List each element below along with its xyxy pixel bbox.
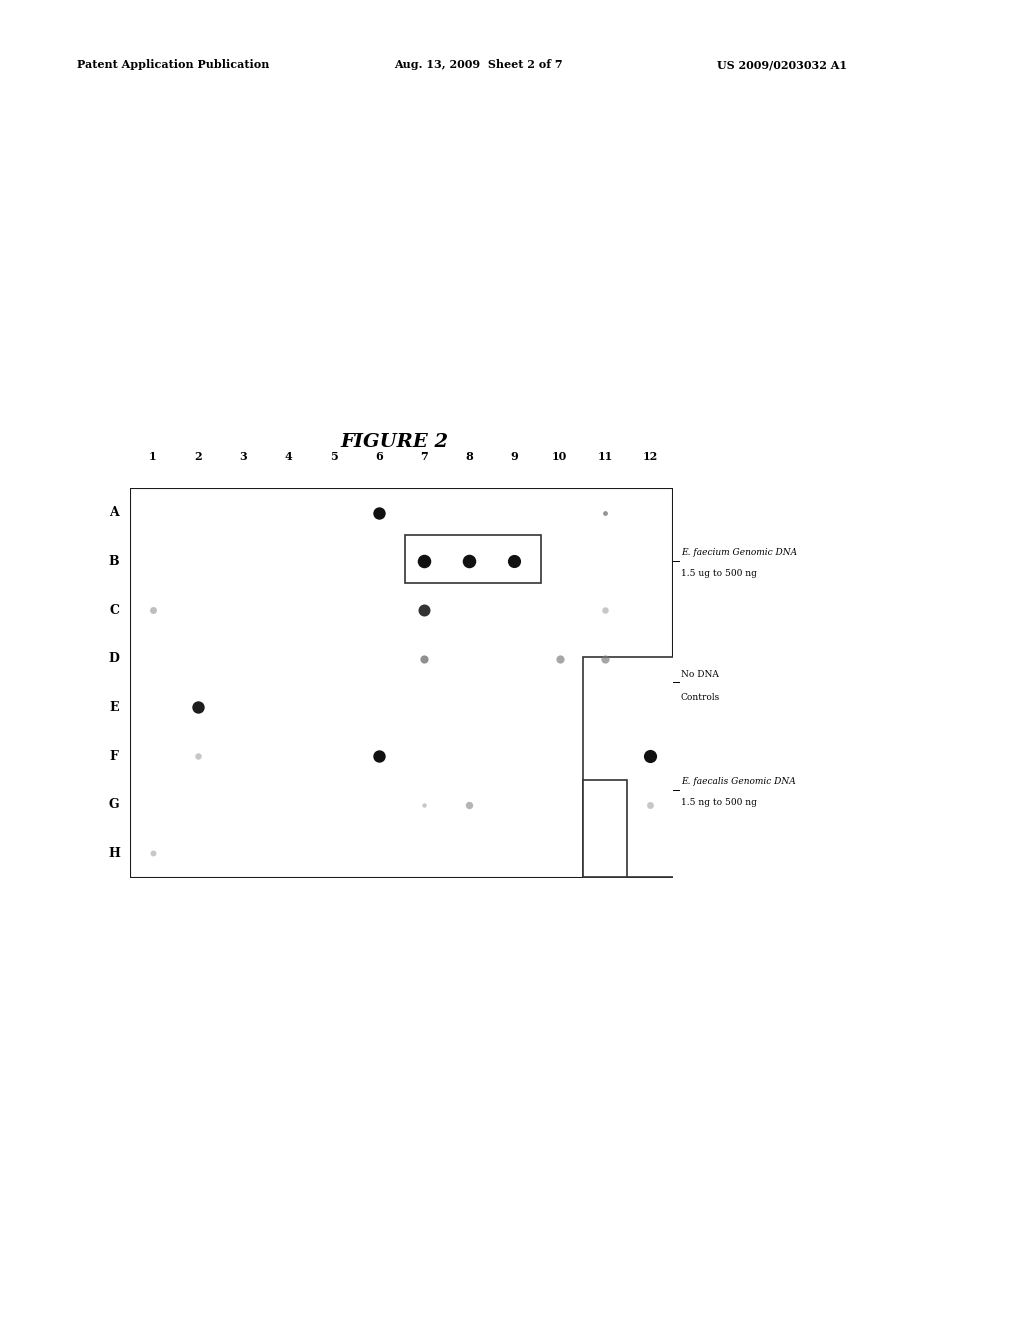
Text: F: F [110, 750, 119, 763]
Point [416, 795, 432, 816]
Text: 3: 3 [240, 450, 247, 462]
Text: Patent Application Publication: Patent Application Publication [77, 59, 269, 70]
Text: Aug. 13, 2009  Sheet 2 of 7: Aug. 13, 2009 Sheet 2 of 7 [394, 59, 563, 70]
Text: 1.5 ug to 500 ng: 1.5 ug to 500 ng [681, 569, 757, 578]
Bar [584, 780, 627, 876]
Text: 5: 5 [330, 450, 338, 462]
Point [642, 746, 658, 767]
Text: 1.5 ng to 500 ng: 1.5 ng to 500 ng [681, 799, 757, 807]
Point [189, 697, 206, 718]
Text: 4: 4 [285, 450, 292, 462]
Point [189, 746, 206, 767]
Text: E: E [110, 701, 119, 714]
Text: A: A [110, 507, 119, 519]
Point [371, 502, 387, 523]
Text: 1: 1 [148, 450, 157, 462]
Text: 9: 9 [511, 450, 518, 462]
Text: 2: 2 [195, 450, 202, 462]
Point [461, 795, 477, 816]
Point [461, 550, 477, 572]
Text: B: B [109, 554, 120, 568]
Text: FIGURE 2: FIGURE 2 [340, 433, 449, 451]
Text: H: H [109, 847, 120, 859]
Text: E. faecalis Genomic DNA: E. faecalis Genomic DNA [681, 777, 796, 787]
Text: Controls: Controls [681, 693, 720, 702]
Point [552, 648, 568, 669]
Point [597, 599, 613, 620]
Point [416, 599, 432, 620]
Text: D: D [109, 652, 120, 665]
Point [371, 746, 387, 767]
Point [597, 648, 613, 669]
Text: No DNA: No DNA [681, 671, 719, 680]
Text: G: G [109, 799, 120, 812]
Text: 12: 12 [642, 450, 657, 462]
Text: 6: 6 [375, 450, 383, 462]
Text: 10: 10 [552, 450, 567, 462]
Point [506, 550, 522, 572]
Text: E. faecium Genomic DNA: E. faecium Genomic DNA [681, 548, 797, 557]
Text: US 2009/0203032 A1: US 2009/0203032 A1 [717, 59, 847, 70]
Text: 7: 7 [420, 450, 428, 462]
Point [416, 550, 432, 572]
Bar [406, 535, 541, 583]
Point [597, 502, 613, 523]
Bar [674, 731, 717, 828]
Bar [584, 657, 674, 876]
Text: 8: 8 [465, 450, 473, 462]
Point [416, 648, 432, 669]
Point [144, 843, 161, 865]
Point [642, 795, 658, 816]
Point [144, 599, 161, 620]
Text: 11: 11 [597, 450, 612, 462]
Text: C: C [110, 603, 119, 616]
